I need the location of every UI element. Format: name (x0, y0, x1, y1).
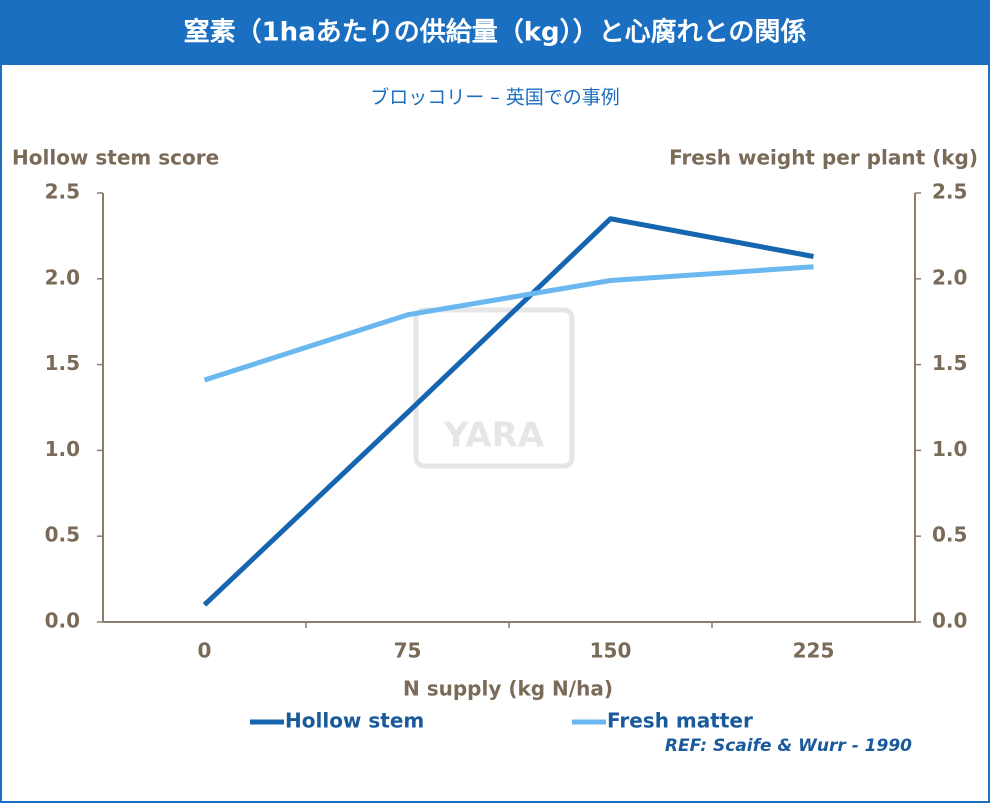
y-tick-label: 2.5 (45, 180, 80, 204)
chart-title: 窒素（1haあたりの供給量（kg））と心腐れとの関係 (184, 17, 807, 48)
watermark-box (413, 307, 575, 469)
header-bar (0, 0, 990, 65)
x-tick-label: 150 (590, 639, 632, 663)
watermark-text: YARA (443, 416, 545, 456)
y-tick-label: 1.0 (45, 437, 80, 461)
x-tick-label: 225 (793, 639, 835, 663)
y-axis-label: Hollow stem score (12, 146, 219, 170)
legend-label: Fresh matter (607, 709, 753, 733)
legend-label: Hollow stem (285, 709, 424, 733)
y2-tick-label: 2.5 (932, 180, 967, 204)
data-line (203, 264, 814, 383)
y2-tick-label: 0.5 (932, 523, 967, 547)
chart-subtitle: ブロッコリー – 英国での事例 (370, 86, 620, 109)
x-axis-label: N supply (kg N/ha) (403, 677, 613, 701)
reference: REF: Scaife & Wurr - 1990 (665, 736, 912, 756)
y-tick-label: 2.0 (45, 265, 80, 289)
y2-axis-label: Fresh weight per plant (kg) (669, 146, 978, 170)
y2-tick-label: 0.0 (932, 609, 967, 633)
y2-tick-label: 2.0 (932, 265, 967, 289)
y-tick-label: 1.5 (45, 351, 80, 375)
x-tick-label: 0 (198, 639, 212, 663)
y-tick-label: 0.0 (45, 609, 80, 633)
watermark: YARA (413, 307, 575, 469)
data-line (202, 216, 814, 607)
y2-tick-label: 1.0 (932, 437, 967, 461)
y-tick-label: 0.5 (45, 523, 80, 547)
y2-tick-label: 1.5 (932, 351, 967, 375)
x-tick-label: 75 (394, 639, 422, 663)
